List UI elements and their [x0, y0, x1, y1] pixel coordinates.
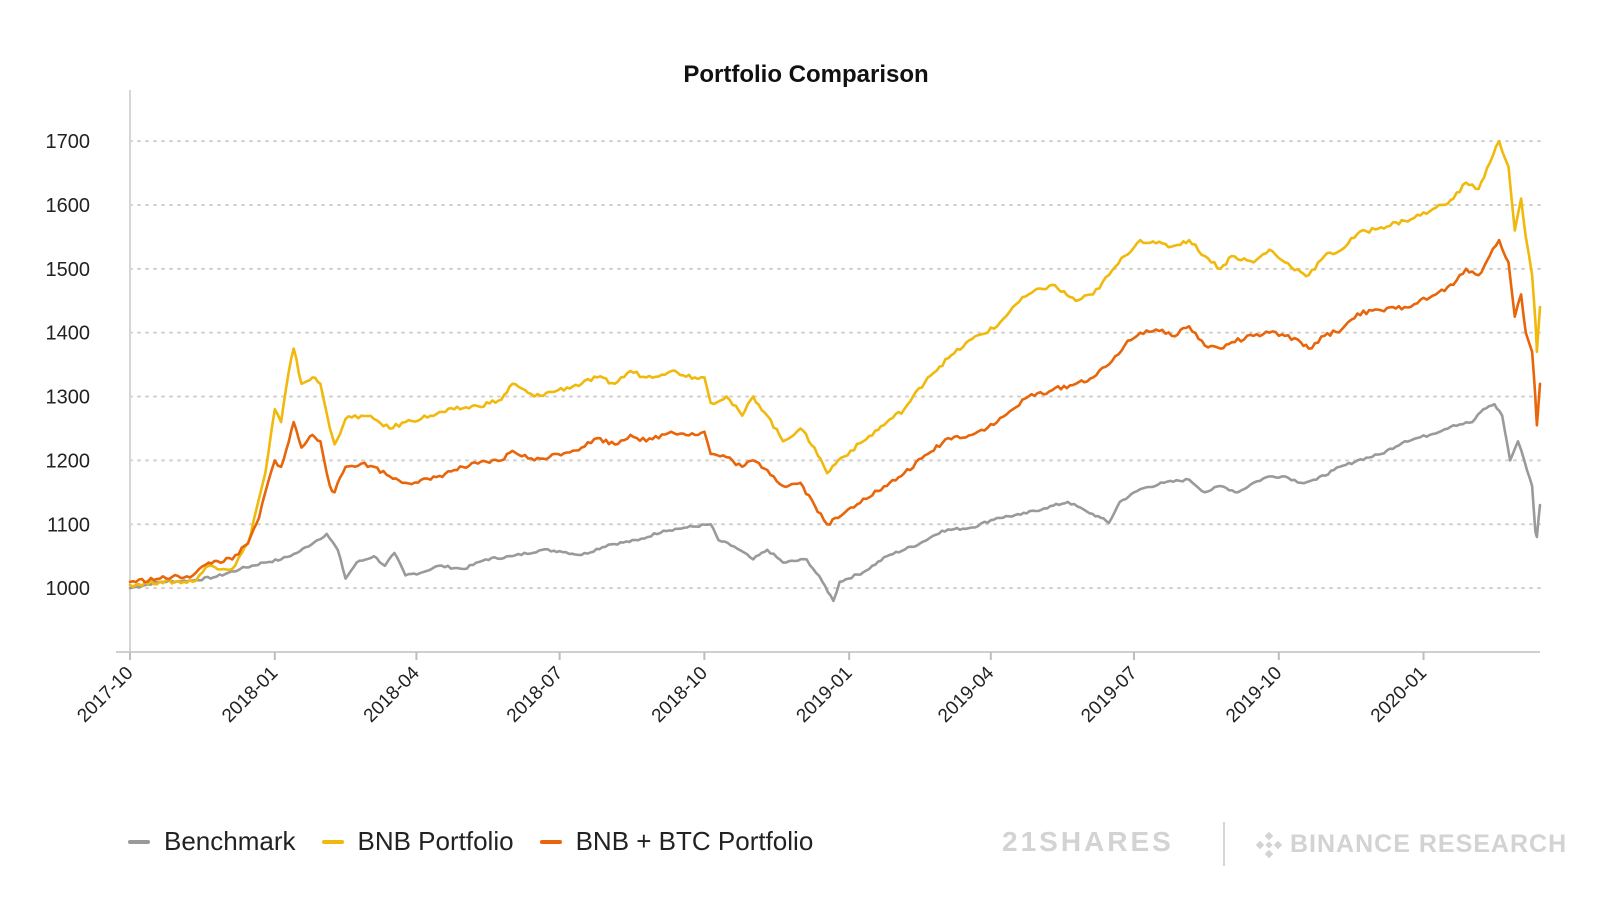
x-tick-label: 2019-01: [793, 663, 857, 727]
y-tick-label: 1400: [46, 323, 91, 345]
series-lines: [128, 139, 1542, 603]
grid-lines: [129, 140, 1541, 590]
binance-logo-icon: [1256, 831, 1282, 858]
y-tick-label: 1600: [46, 195, 91, 217]
brand-binance-text: BINANCE RESEARCH: [1290, 830, 1568, 858]
x-tick-label: 2018-01: [218, 663, 282, 727]
x-tick-label: 2018-10: [648, 663, 712, 727]
y-tick-label: 1500: [46, 259, 91, 281]
brand-divider: [1223, 822, 1225, 866]
legend: Benchmark BNB Portfolio BNB + BTC Portfo…: [128, 826, 813, 857]
y-tick-label: 1000: [46, 578, 91, 600]
x-axis-ticks: 2017-10 2018-01 2018-04 2018-07 2018-10 2019-…: [73, 652, 1431, 727]
brand-21shares: 21SHARES: [1002, 826, 1174, 857]
y-tick-label: 1700: [46, 131, 91, 153]
legend-label-bnb-btc-portfolio: BNB + BTC Portfolio: [575, 826, 814, 856]
x-tick-label: 2019-07: [1077, 663, 1141, 727]
x-tick-label: 2020-01: [1367, 663, 1431, 727]
y-tick-label: 1200: [46, 450, 91, 472]
series-line-benchmark: [128, 402, 1542, 603]
legend-swatch-bnb-btc-portfolio: [539, 839, 562, 844]
legend-label-benchmark: Benchmark: [164, 826, 296, 856]
series-line-bnb-btc-portfolio: [128, 238, 1542, 584]
legend-item-benchmark[interactable]: Benchmark: [128, 826, 296, 857]
y-tick-label: 1100: [47, 514, 90, 536]
y-axis-ticks: 1000 1100 1200 1300 1400 1500 1600 1700: [46, 131, 91, 600]
x-tick-label: 2018-07: [503, 663, 567, 727]
x-tick-label: 2019-04: [934, 662, 998, 726]
legend-item-bnb-portfolio[interactable]: BNB Portfolio: [321, 826, 514, 857]
legend-label-bnb-portfolio: BNB Portfolio: [357, 826, 514, 856]
legend-swatch-benchmark: [128, 839, 150, 844]
brand-binance-research: BINANCE RESEARCH: [1256, 830, 1567, 859]
x-tick-label: 2018-04: [360, 662, 424, 726]
legend-item-bnb-btc-portfolio[interactable]: BNB + BTC Portfolio: [539, 826, 814, 857]
x-tick-label: 2019-10: [1222, 663, 1286, 727]
series-line-bnb-portfolio: [128, 139, 1542, 589]
chart-title: Portfolio Comparison: [683, 61, 928, 88]
legend-swatch-bnb-portfolio: [321, 839, 344, 844]
x-tick-label: 2017-10: [73, 663, 137, 727]
axes: [116, 90, 1540, 653]
y-tick-label: 1300: [46, 387, 91, 409]
